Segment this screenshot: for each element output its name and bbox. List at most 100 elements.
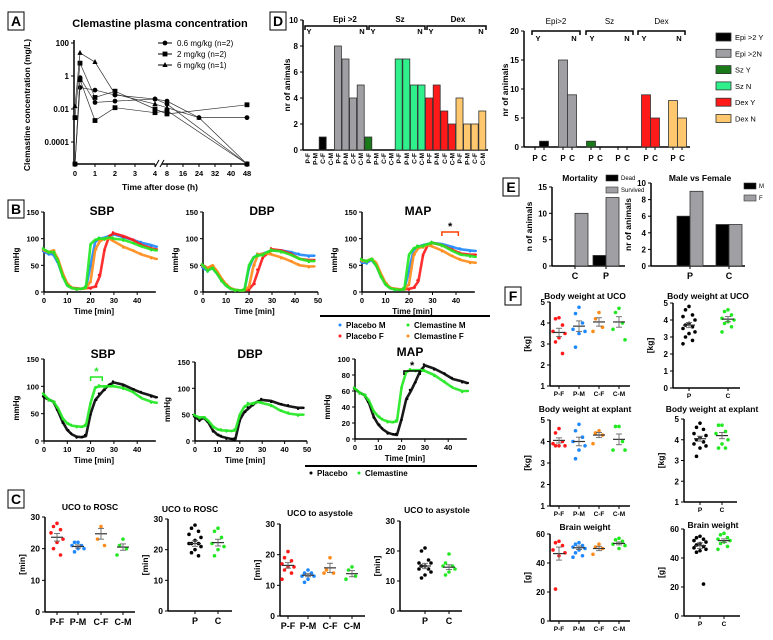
data-point <box>458 252 461 255</box>
y-tick-label: 60 <box>670 525 679 534</box>
y-axis-label: mmHg <box>12 395 21 420</box>
data-point <box>573 456 578 461</box>
x-tick-label: P-M <box>573 626 585 633</box>
bar <box>470 123 479 151</box>
data-point <box>447 552 451 556</box>
group-yes-label: Y <box>306 27 311 36</box>
data-point <box>346 568 351 572</box>
group-header: Epi>2 <box>546 17 567 26</box>
data-point <box>722 321 727 326</box>
data-point <box>217 433 220 436</box>
data-point <box>139 244 143 247</box>
y-axis-label: nr of animals <box>282 58 292 111</box>
series-line <box>74 76 248 165</box>
data-point <box>92 87 98 93</box>
y-tick-label: 100 <box>344 235 357 244</box>
data-point <box>244 161 250 166</box>
y-tick-label: 0 <box>353 288 357 297</box>
y-tick-label: 0 <box>35 437 39 446</box>
data-point <box>297 263 300 266</box>
data-point <box>453 567 457 571</box>
legend-swatch <box>605 186 619 194</box>
y-tick-label: 4 <box>642 229 647 238</box>
y-tick-label: 50 <box>190 261 198 270</box>
x-tick-label: 20 <box>236 445 244 454</box>
data-point <box>474 255 477 258</box>
x-tick-label: P <box>687 393 692 400</box>
data-point <box>379 275 382 279</box>
panel-label-box <box>502 177 520 197</box>
x-tick-label: C-M <box>613 391 625 398</box>
x-tick-label: P <box>560 154 566 163</box>
data-point <box>89 413 92 416</box>
data-point <box>97 236 101 239</box>
data-point <box>244 405 247 408</box>
data-point <box>553 587 558 591</box>
legend-marker-square <box>162 51 168 57</box>
data-point <box>613 538 618 542</box>
x-tick-label: C <box>720 507 725 514</box>
data-point <box>95 238 98 241</box>
data-point <box>474 253 477 256</box>
data-point <box>458 247 461 250</box>
data-point <box>97 384 101 387</box>
y-tick-label: 5 <box>541 298 546 307</box>
data-point <box>687 304 691 309</box>
y-tick-label: 100 <box>337 355 350 364</box>
x-tick-label: 30 <box>258 445 266 454</box>
y-tick-label: 10 <box>538 209 547 218</box>
legend-swatch <box>743 194 757 202</box>
x-tick-label: C-F <box>351 153 358 164</box>
panel-label-box <box>269 11 287 31</box>
data-point <box>211 430 215 433</box>
data-point <box>419 576 424 580</box>
panel-label-B: B <box>11 201 21 217</box>
data-point <box>103 249 106 252</box>
x-axis-label: Time [min] <box>74 456 115 465</box>
data-point <box>53 250 56 254</box>
data-point <box>290 253 293 256</box>
data-point <box>286 549 290 554</box>
data-point <box>451 245 454 248</box>
data-point <box>593 431 598 435</box>
data-point <box>297 252 300 255</box>
data-point <box>557 426 561 431</box>
y-tick-label: 30 <box>31 512 41 522</box>
x-tick-label: 40 <box>227 169 235 178</box>
x-tick-label: P-F <box>427 153 434 164</box>
data-point <box>280 577 284 581</box>
data-point <box>97 273 101 277</box>
data-point <box>597 542 601 546</box>
x-tick-label: C-F <box>594 626 605 633</box>
data-point <box>75 288 78 291</box>
data-point <box>611 448 615 452</box>
data-point <box>61 275 64 279</box>
legend-marker <box>357 471 361 475</box>
data-point <box>82 546 86 551</box>
x-tick-label: 8 <box>165 169 169 178</box>
data-point <box>139 396 143 399</box>
group-no-label: N <box>571 34 576 43</box>
data-point <box>111 231 115 234</box>
bar <box>728 224 743 267</box>
data-point <box>417 561 421 565</box>
y-tick-label: 0 <box>642 262 647 271</box>
data-point <box>433 374 436 378</box>
group-bracket <box>637 30 686 35</box>
data-point <box>560 323 565 327</box>
legend-swatch <box>715 97 732 107</box>
data-point <box>394 432 398 436</box>
data-point <box>246 401 249 405</box>
legend-marker <box>406 323 410 327</box>
data-point <box>725 544 730 549</box>
data-point <box>244 410 247 414</box>
y-tick-label: 4 <box>675 436 680 445</box>
data-point <box>714 431 718 436</box>
data-point <box>122 235 125 239</box>
y-tick-label: 20 <box>154 545 164 555</box>
data-point <box>102 543 107 548</box>
data-point <box>460 381 464 384</box>
y-axis-label: [min] <box>372 555 382 576</box>
data-point <box>212 266 215 270</box>
x-tick-label: P-M <box>404 153 411 165</box>
